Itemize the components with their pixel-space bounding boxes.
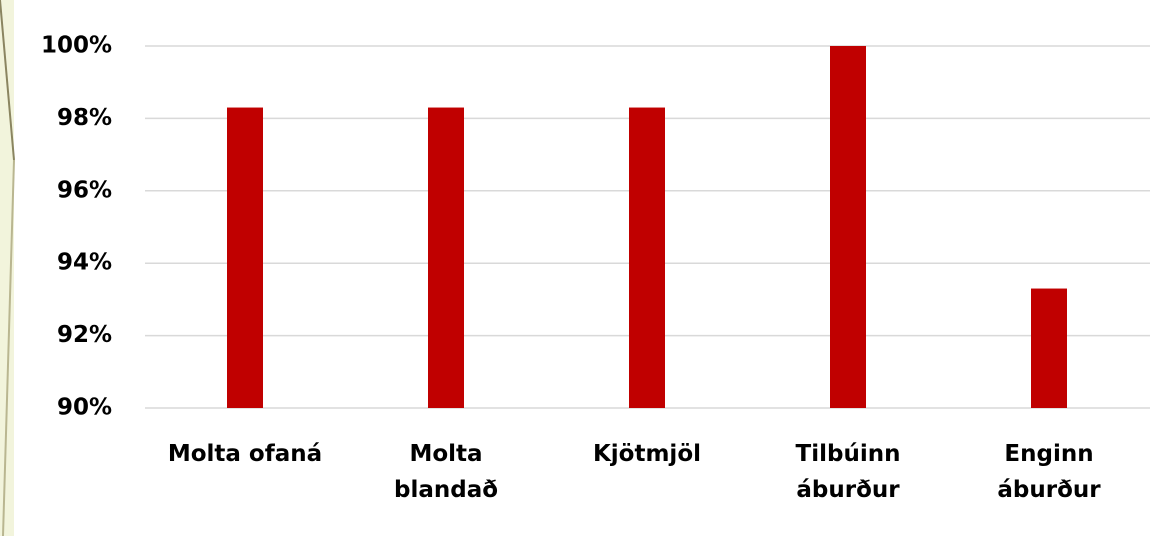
chart-panel	[14, 0, 1171, 536]
y-tick-label: 90%	[57, 395, 112, 421]
x-tick-label: Kjötmjöl	[592, 441, 702, 467]
y-tick-label: 94%	[57, 250, 112, 276]
y-tick-label: 92%	[57, 322, 112, 348]
y-tick-label: 96%	[57, 177, 112, 203]
y-tick-label: 98%	[57, 105, 112, 131]
x-tick-label: Enginn áburður	[997, 441, 1101, 503]
bar	[629, 107, 665, 408]
x-tick-label: Molta blandað	[393, 441, 499, 503]
bar	[830, 46, 866, 408]
bar	[1031, 288, 1067, 408]
bar	[227, 107, 263, 408]
decor-line	[2, 159, 15, 536]
decor-line	[0, 0, 15, 161]
x-tick-label: Tilbúinn áburður	[795, 441, 901, 503]
bar	[428, 107, 464, 408]
x-tick-label: Molta ofaná	[167, 441, 323, 467]
y-tick-label: 100%	[41, 33, 112, 59]
